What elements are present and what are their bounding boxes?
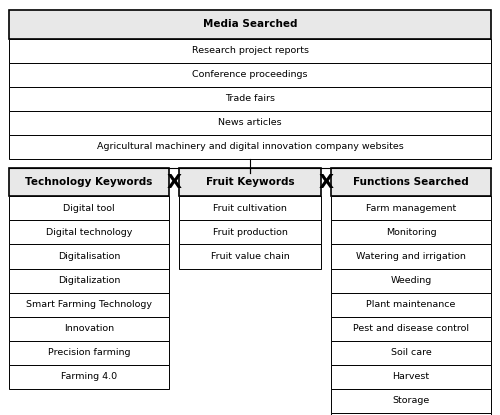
Text: Digitalization: Digitalization xyxy=(58,276,120,285)
Text: Digitalisation: Digitalisation xyxy=(58,252,120,261)
Text: Pest and disease control: Pest and disease control xyxy=(353,324,469,333)
Text: Fruit value chain: Fruit value chain xyxy=(210,252,290,261)
Text: Research project reports: Research project reports xyxy=(192,46,308,55)
Text: Technology Keywords: Technology Keywords xyxy=(26,177,152,187)
Bar xyxy=(9,220,169,244)
Text: Soil care: Soil care xyxy=(390,348,432,357)
Bar xyxy=(331,293,491,317)
Text: Farming 4.0: Farming 4.0 xyxy=(61,372,117,381)
Bar xyxy=(9,87,491,111)
Text: X: X xyxy=(318,173,334,192)
Text: Functions Searched: Functions Searched xyxy=(353,177,469,187)
Bar xyxy=(179,220,321,244)
Bar xyxy=(9,135,491,159)
Bar xyxy=(331,317,491,341)
Bar xyxy=(9,317,169,341)
Text: Plant maintenance: Plant maintenance xyxy=(366,300,456,309)
Bar xyxy=(9,293,169,317)
Text: Fruit Keywords: Fruit Keywords xyxy=(206,177,294,187)
Bar xyxy=(179,244,321,269)
Bar xyxy=(9,196,169,220)
Bar xyxy=(9,111,491,135)
Bar xyxy=(331,168,491,196)
Text: Storage: Storage xyxy=(392,396,430,405)
Bar xyxy=(9,63,491,87)
Bar xyxy=(331,413,491,415)
Text: X: X xyxy=(166,173,182,192)
Bar xyxy=(331,196,491,220)
Bar xyxy=(9,365,169,389)
Text: Fruit cultivation: Fruit cultivation xyxy=(213,204,287,213)
Text: Digital technology: Digital technology xyxy=(46,228,132,237)
Text: Fruit production: Fruit production xyxy=(212,228,288,237)
Text: Digital tool: Digital tool xyxy=(63,204,115,213)
Text: Media Searched: Media Searched xyxy=(203,20,297,29)
Bar xyxy=(331,220,491,244)
Bar xyxy=(331,365,491,389)
Bar xyxy=(9,269,169,293)
Bar xyxy=(331,244,491,269)
Bar xyxy=(9,168,169,196)
Text: Trade fairs: Trade fairs xyxy=(225,94,275,103)
Bar xyxy=(9,39,491,63)
Bar xyxy=(331,389,491,413)
Bar xyxy=(331,341,491,365)
Text: Monitoring: Monitoring xyxy=(386,228,436,237)
Text: Farm management: Farm management xyxy=(366,204,456,213)
Text: Harvest: Harvest xyxy=(392,372,430,381)
Text: Watering and irrigation: Watering and irrigation xyxy=(356,252,466,261)
Text: Weeding: Weeding xyxy=(390,276,432,285)
Bar xyxy=(9,10,491,39)
Text: Conference proceedings: Conference proceedings xyxy=(192,70,308,79)
Text: Agricultural machinery and digital innovation company websites: Agricultural machinery and digital innov… xyxy=(96,142,404,151)
Bar xyxy=(9,244,169,269)
Text: Smart Farming Technology: Smart Farming Technology xyxy=(26,300,152,309)
Bar xyxy=(179,196,321,220)
Text: Precision farming: Precision farming xyxy=(48,348,130,357)
Text: Innovation: Innovation xyxy=(64,324,114,333)
Bar xyxy=(331,269,491,293)
Bar xyxy=(179,168,321,196)
Bar xyxy=(9,341,169,365)
Text: News articles: News articles xyxy=(218,118,282,127)
